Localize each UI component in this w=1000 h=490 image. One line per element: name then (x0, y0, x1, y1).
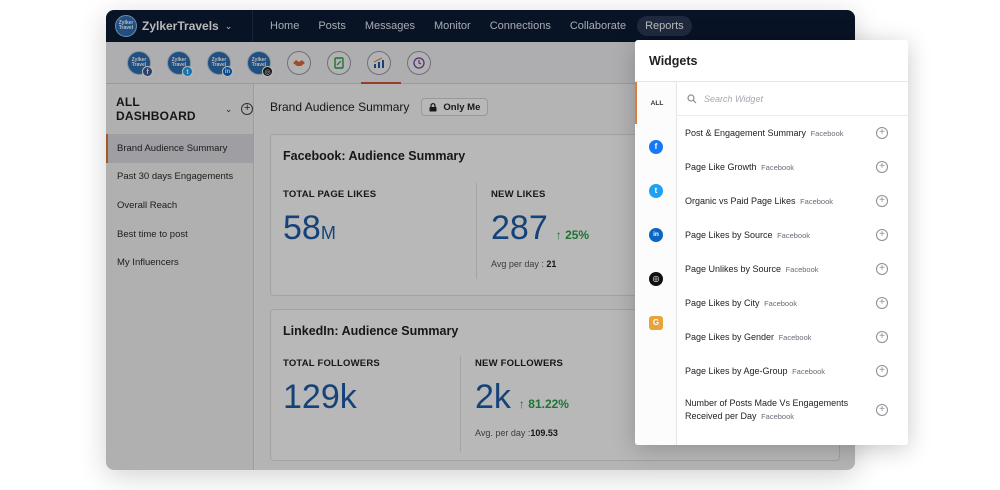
search-placeholder: Search Widget (704, 93, 763, 104)
sidebar-item-brand-audience-summary[interactable]: Brand Audience Summary (106, 134, 253, 163)
add-widget-icon[interactable]: + (876, 195, 888, 207)
growth-percentage: ↑ 81.22% (518, 397, 569, 411)
document-icon[interactable] (327, 51, 351, 75)
visibility-label: Only Me (443, 101, 481, 113)
lock-icon (429, 102, 437, 112)
widget-item[interactable]: Page Unlikes by Source Facebook + (677, 252, 908, 286)
sidebar-item-best-time-to-post[interactable]: Best time to post (117, 228, 188, 240)
widget-item[interactable]: Post & Engagement Summary Facebook + (677, 116, 908, 150)
analytics-chart-icon[interactable] (367, 51, 391, 75)
new-followers-metric: NEW FOLLOWERS 2k ↑ 81.22% Avg. per day :1… (475, 358, 569, 438)
add-widget-icon[interactable]: + (876, 365, 888, 377)
add-widget-icon[interactable]: + (876, 331, 888, 343)
nav-connections[interactable]: Connections (489, 20, 551, 32)
average-per-day: Avg. per day :109.53 (475, 428, 558, 438)
add-widget-icon[interactable]: + (876, 404, 888, 416)
nav-collaborate[interactable]: Collaborate (569, 20, 627, 32)
instagram-icon[interactable]: ◎ (635, 258, 677, 300)
twitter-icon: t (182, 66, 193, 77)
google-my-business-icon[interactable]: G (635, 302, 677, 344)
widget-search-input[interactable]: Search Widget (677, 82, 908, 116)
facebook-icon[interactable]: f (635, 126, 677, 168)
main-nav: Home Posts Messages Monitor Connections … (262, 16, 695, 36)
widgets-panel: Widgets ALL f t in ◎ G Search Widget Pos… (635, 40, 908, 445)
divider (460, 356, 461, 452)
instagram-icon: ◎ (262, 66, 273, 77)
metric-value: 287 ↑ 25% (491, 209, 590, 247)
top-navigation-bar: Zylker Travel ZylkerTravels ⌄ Home Posts… (106, 10, 855, 42)
widget-item[interactable]: Page Likes by Age-Group Facebook + (677, 354, 908, 388)
dashboard-sidebar: ALL DASHBOARD ⌄ + Brand Audience Summary… (106, 84, 254, 470)
add-widget-icon[interactable]: + (876, 297, 888, 309)
account-twitter-avatar[interactable]: Zylker Travel t (167, 51, 193, 77)
chevron-down-icon: ⌄ (224, 20, 233, 31)
sidebar-item-past-30-days-engagements[interactable]: Past 30 days Engagements (117, 171, 234, 183)
account-instagram-avatar[interactable]: Zylker Travel ◎ (247, 51, 273, 77)
account-facebook-avatar[interactable]: Zylker Travel f (127, 51, 153, 77)
metric-label: NEW LIKES (491, 189, 546, 200)
widget-item[interactable]: Page Like Growth Facebook + (677, 150, 908, 184)
metric-label: TOTAL FOLLOWERS (283, 358, 380, 369)
nav-posts[interactable]: Posts (318, 20, 346, 32)
metric-label: NEW FOLLOWERS (475, 358, 564, 369)
nav-monitor[interactable]: Monitor (434, 20, 471, 32)
sidebar-item-my-influencers[interactable]: My Influencers (117, 257, 179, 269)
add-widget-icon[interactable]: + (876, 229, 888, 241)
new-likes-metric: NEW LIKES 287 ↑ 25% Avg per day : 21 (491, 189, 589, 269)
add-dashboard-icon[interactable]: + (241, 103, 253, 115)
page-title: Brand Audience Summary (270, 100, 410, 114)
average-per-day: Avg per day : 21 (491, 259, 557, 269)
dashboard-selector[interactable]: ALL DASHBOARD ⌄ + (106, 84, 253, 134)
nav-reports[interactable]: Reports (637, 16, 692, 36)
chevron-down-icon: ⌄ (224, 103, 233, 114)
growth-percentage: ↑ 25% (555, 228, 590, 242)
handshake-icon[interactable] (287, 51, 311, 75)
nav-home[interactable]: Home (270, 20, 300, 32)
linkedin-icon: in (222, 66, 233, 77)
divider (476, 183, 477, 279)
widget-item[interactable]: Page Likes by City Facebook + (677, 286, 908, 320)
dashboard-header: Brand Audience Summary Only Me (255, 84, 855, 130)
filter-all[interactable]: ALL (635, 82, 677, 124)
widget-item[interactable]: Page Likes by Gender Facebook + (677, 320, 908, 354)
metric-value: 58M (283, 209, 336, 247)
widgets-panel-title: Widgets (635, 40, 908, 82)
twitter-icon[interactable]: t (635, 170, 677, 212)
facebook-icon: f (142, 66, 153, 77)
sidebar-item-overall-reach[interactable]: Overall Reach (117, 199, 178, 211)
widget-item[interactable]: Number of Posts Made Vs Engagements Rece… (677, 388, 908, 432)
card-title: LinkedIn: Audience Summary (283, 324, 459, 338)
network-filter-rail: ALL f t in ◎ G (635, 82, 677, 445)
total-followers-metric: TOTAL FOLLOWERS 129k (283, 358, 380, 415)
active-tool-indicator (361, 82, 401, 84)
add-widget-icon[interactable]: + (876, 263, 888, 275)
brand-name: ZylkerTravels (142, 19, 219, 33)
metric-value: 2k ↑ 81.22% (475, 378, 569, 416)
add-widget-icon[interactable]: + (876, 127, 888, 139)
linkedin-icon[interactable]: in (635, 214, 677, 256)
widget-item[interactable]: Page Likes by Source Facebook + (677, 218, 908, 252)
card-title: Facebook: Audience Summary (283, 149, 466, 163)
clock-icon[interactable] (407, 51, 431, 75)
sidebar-title: ALL DASHBOARD (116, 95, 196, 123)
brand-logo: Zylker Travel (115, 15, 137, 37)
nav-messages[interactable]: Messages (364, 20, 415, 32)
brand-switcher[interactable]: Zylker Travel ZylkerTravels ⌄ (106, 10, 253, 42)
brand-logo-text: Zylker Travel (118, 20, 134, 31)
widget-item[interactable]: Organic vs Paid Page Likes Facebook + (677, 184, 908, 218)
add-widget-icon[interactable]: + (876, 161, 888, 173)
metric-value: 129k (283, 378, 357, 416)
search-icon (687, 93, 697, 103)
metric-label: TOTAL PAGE LIKES (283, 189, 377, 200)
account-linkedin-avatar[interactable]: Zylker Travel in (207, 51, 233, 77)
visibility-button[interactable]: Only Me (421, 98, 489, 116)
total-page-likes-metric: TOTAL PAGE LIKES 58M (283, 189, 376, 251)
